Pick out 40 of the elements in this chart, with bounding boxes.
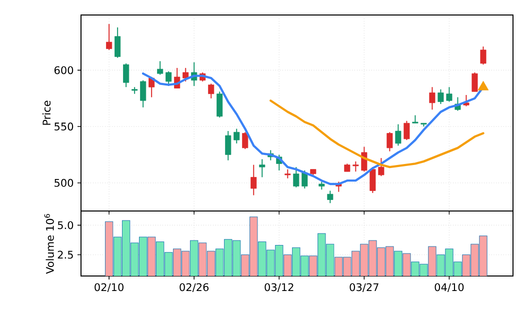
candlestick (123, 62, 130, 88)
candlestick (352, 160, 359, 172)
candlestick (378, 158, 384, 177)
candlestick (327, 190, 334, 204)
x-tick-label: 02/26 (180, 283, 209, 292)
candlestick (386, 132, 393, 152)
candlestick (225, 130, 232, 161)
candlestick (302, 170, 308, 189)
candlestick (114, 26, 121, 58)
y-tick-label: 550 (54, 122, 74, 130)
candlestick (208, 83, 214, 99)
x-tick-label: 02/10 (94, 283, 124, 292)
candlestick (216, 91, 223, 118)
candlestick (404, 120, 410, 141)
candlestick (182, 67, 189, 82)
candlestick (166, 70, 172, 86)
y-axis-title: Price (42, 100, 51, 125)
candlestick (259, 158, 266, 178)
candlestick (293, 166, 300, 188)
y-tick-label: 600 (54, 66, 74, 74)
candlestick (429, 86, 436, 110)
candlestick (284, 168, 291, 179)
y-tick-label: 5.0 (58, 221, 74, 230)
candlestick (446, 86, 452, 102)
candlestick (157, 60, 164, 76)
x-tick-label: 03/27 (350, 283, 378, 292)
x-tick-label: 04/10 (434, 283, 464, 292)
y-axis-title: Volume 10$^{6}$ (44, 214, 54, 274)
candlestick (480, 46, 486, 66)
candlestick (395, 124, 402, 146)
candlestick (106, 24, 112, 50)
x-tick-label: 03/12 (264, 283, 294, 292)
candlestick (250, 164, 257, 196)
candlestick (242, 132, 248, 150)
candlestick (472, 72, 478, 92)
candlestick (234, 128, 240, 144)
candlestick (140, 80, 146, 108)
y-tick-label: 500 (54, 178, 74, 187)
y-tick-label: 2.5 (58, 250, 73, 259)
candlestick (438, 88, 444, 104)
